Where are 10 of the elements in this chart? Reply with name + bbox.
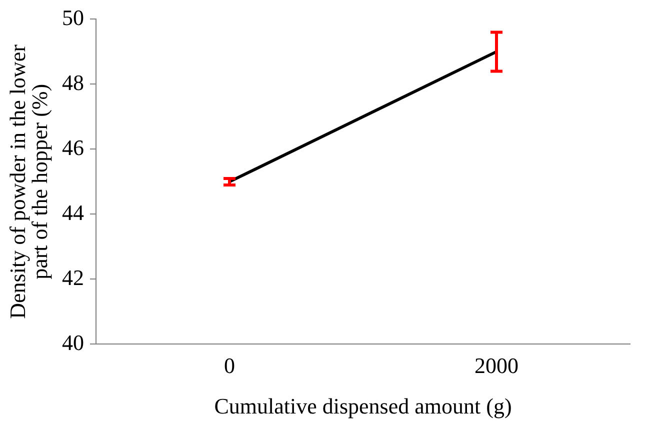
y-axis-title: Density of powder in the lower part of the hopper (%) [4, 44, 52, 319]
x-tick-label: 2000 [474, 353, 518, 378]
y-tick-label: 42 [62, 264, 84, 290]
x-axis-title: Cumulative dispensed amount (g) [214, 394, 512, 419]
x-tick-label: 0 [224, 353, 235, 378]
y-tick-label: 40 [62, 330, 84, 355]
y-tick-label: 48 [62, 70, 84, 95]
y-tick-label: 44 [62, 200, 84, 225]
y-tick-label: 50 [62, 4, 84, 30]
y-tick-label: 46 [62, 134, 84, 160]
